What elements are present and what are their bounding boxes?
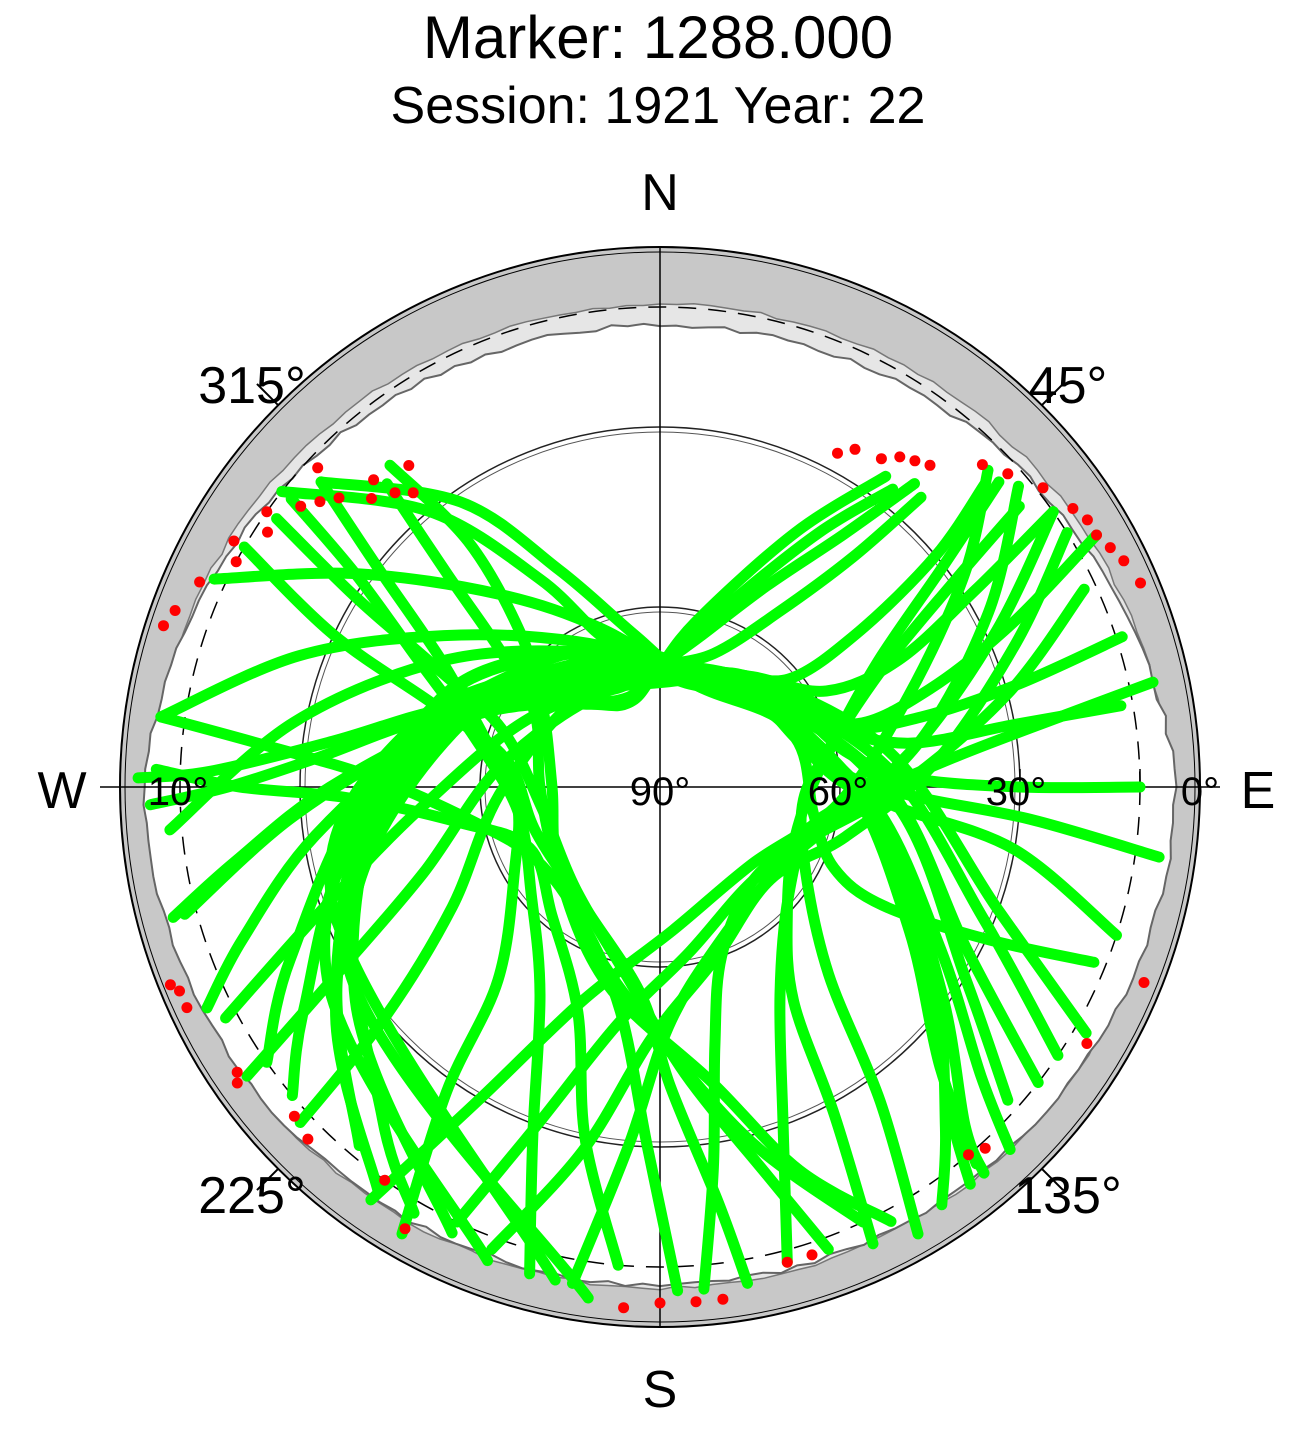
- flagged-point-49: [1138, 977, 1150, 988]
- flagged-point-30: [158, 620, 169, 632]
- flagged-point-37: [302, 1133, 314, 1145]
- flagged-point-7: [1002, 468, 1014, 480]
- flagged-point-21: [314, 496, 326, 508]
- flagged-point-43: [717, 1293, 729, 1305]
- flagged-point-27: [230, 556, 242, 568]
- azimuth-label-225: 225°: [198, 1167, 306, 1225]
- satellite-track-30: [698, 583, 1090, 1295]
- flagged-point-33: [181, 1002, 193, 1014]
- elevation-label-60: 60°: [808, 770, 869, 814]
- flagged-point-11: [1091, 529, 1102, 541]
- flagged-point-2: [875, 453, 887, 465]
- flagged-point-3: [894, 451, 906, 463]
- flagged-point-39: [399, 1223, 411, 1235]
- satellite-track-24: [241, 670, 1064, 1082]
- satellite-track-37: [285, 493, 546, 1280]
- satellite-tracks: [132, 459, 1165, 1304]
- flagged-point-12: [1104, 542, 1116, 554]
- flagged-point-8: [1037, 482, 1049, 494]
- labels: N E S W 45° 135° 225° 315° 90° 60° 30° 1…: [37, 164, 1275, 1419]
- flagged-point-14: [1135, 577, 1146, 589]
- flagged-point-40: [618, 1302, 630, 1314]
- compass-north: N: [641, 164, 679, 222]
- flagged-point-44: [781, 1256, 793, 1268]
- flagged-point-19: [403, 460, 415, 471]
- chart-subtitle: Session: 1921 Year: 22: [390, 77, 926, 135]
- compass-east: E: [1241, 762, 1276, 820]
- flagged-point-35: [231, 1077, 243, 1089]
- flagged-point-46: [963, 1149, 974, 1161]
- azimuth-label-45: 45°: [1029, 357, 1108, 415]
- flagged-point-6: [976, 459, 988, 471]
- elevation-label-30: 30°: [986, 770, 1047, 814]
- tick-azimuth-135: [1041, 1168, 1064, 1191]
- flagged-point-10: [1081, 514, 1093, 526]
- satellite-track-16: [384, 459, 897, 1227]
- flagged-point-47: [979, 1142, 991, 1154]
- flagged-point-29: [169, 605, 181, 616]
- flagged-point-42: [690, 1296, 702, 1308]
- flagged-point-32: [174, 985, 185, 997]
- flagged-point-13: [1118, 555, 1130, 567]
- elevation-label-0: 0°: [1181, 770, 1219, 814]
- azimuth-label-315: 315°: [198, 357, 306, 415]
- flagged-point-1: [849, 443, 861, 455]
- flagged-point-26: [228, 535, 240, 547]
- azimuth-label-135: 135°: [1014, 1167, 1122, 1225]
- flagged-point-18: [407, 487, 419, 499]
- flagged-point-45: [806, 1249, 818, 1261]
- elevation-label-90: 90°: [630, 770, 691, 814]
- flagged-point-28: [194, 576, 206, 588]
- flagged-point-41: [654, 1297, 666, 1309]
- flagged-point-9: [1067, 503, 1079, 514]
- flagged-point-5: [924, 459, 936, 471]
- tick-azimuth-225: [256, 1168, 279, 1191]
- satellite-track-19: [208, 567, 952, 1211]
- satellite-track-29: [567, 506, 1059, 1289]
- flagged-point-23: [295, 500, 307, 512]
- flagged-point-17: [389, 487, 401, 499]
- flagged-point-22: [312, 462, 324, 474]
- flagged-point-0: [832, 447, 843, 459]
- flagged-point-24: [261, 506, 273, 518]
- chart-title: Marker: 1288.000: [422, 4, 894, 71]
- compass-west: W: [37, 762, 86, 820]
- satellite-track-26: [365, 464, 994, 1206]
- satellite-track-35: [781, 500, 1025, 1250]
- flagged-point-15: [366, 493, 377, 504]
- compass-south: S: [643, 1361, 678, 1419]
- flagged-point-20: [333, 492, 345, 504]
- flagged-point-34: [231, 1066, 243, 1078]
- flagged-points: [158, 443, 1150, 1314]
- tick-azimuth-315: [256, 383, 279, 406]
- flagged-point-31: [164, 979, 176, 991]
- elevation-label-10: 10°: [148, 770, 209, 814]
- flagged-point-4: [909, 455, 921, 467]
- flagged-point-36: [288, 1110, 300, 1122]
- satellite-track-25: [294, 660, 1092, 1128]
- flagged-point-38: [379, 1174, 391, 1186]
- flagged-point-25: [262, 526, 273, 538]
- tick-azimuth-45: [1041, 383, 1064, 406]
- flagged-point-16: [368, 474, 380, 486]
- flagged-point-48: [1081, 1038, 1093, 1049]
